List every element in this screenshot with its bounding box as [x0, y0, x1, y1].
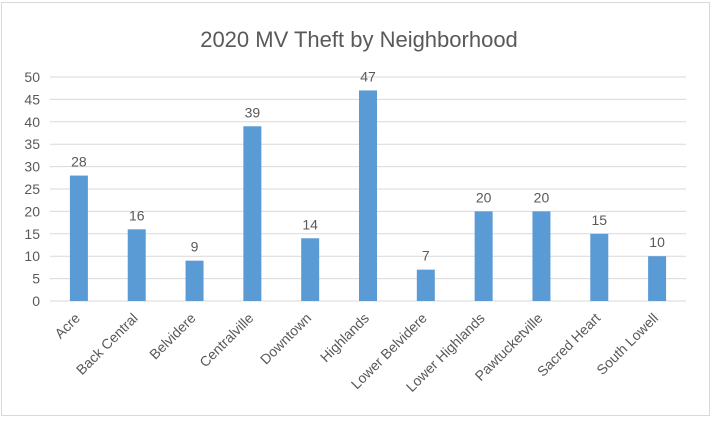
bar	[69, 175, 88, 301]
y-tick-label: 0	[32, 293, 40, 309]
x-tick-label: South Lowell	[593, 310, 661, 378]
data-label: 9	[191, 239, 199, 255]
bar	[301, 238, 320, 301]
y-tick-label: 30	[24, 159, 40, 175]
y-tick-label: 10	[24, 248, 40, 264]
y-tick-label: 45	[24, 91, 40, 107]
chart-title: 2020 MV Theft by Neighborhood	[200, 27, 518, 52]
y-axis: 0 5 10 15 20 25 30 35 40 45 50	[24, 69, 40, 309]
y-tick-label: 35	[24, 136, 40, 152]
x-tick-label: Acre	[51, 310, 83, 342]
data-labels: 28 16 9 39 14 47 7 20 20 15 10	[71, 68, 665, 263]
y-tick-label: 5	[32, 271, 40, 287]
data-label: 14	[302, 216, 318, 232]
x-tick-label: Belvidere	[146, 310, 199, 363]
bar	[532, 211, 551, 301]
y-tick-label: 50	[24, 69, 40, 85]
data-label: 20	[534, 189, 550, 205]
x-tick-label: Centralville	[196, 310, 256, 370]
data-label: 20	[476, 189, 492, 205]
data-label: 47	[360, 68, 376, 84]
data-label: 16	[129, 207, 145, 223]
bar	[590, 233, 609, 301]
bar	[185, 260, 204, 301]
x-tick-label: Downtown	[257, 310, 315, 368]
bar	[127, 229, 146, 301]
y-tick-label: 25	[24, 181, 40, 197]
bar	[416, 269, 435, 301]
data-label: 7	[422, 248, 430, 264]
bar	[359, 90, 377, 301]
x-tick-label: Back Central	[73, 310, 141, 378]
chart-container: 2020 MV Theft by Neighborhood 0 5 10 15 20 25…	[1, 2, 710, 416]
bar	[474, 211, 493, 301]
x-tick-label: Highlands	[317, 310, 372, 365]
bar	[648, 256, 667, 301]
data-label: 10	[649, 234, 665, 250]
data-label: 28	[71, 154, 87, 170]
bar	[243, 126, 262, 301]
data-label: 15	[591, 212, 607, 228]
y-tick-label: 15	[24, 226, 40, 242]
y-tick-label: 40	[24, 114, 40, 130]
data-label: 39	[245, 104, 261, 120]
bar-chart: 2020 MV Theft by Neighborhood 0 5 10 15 20 25…	[24, 27, 686, 395]
y-tick-label: 20	[24, 203, 40, 219]
bars	[69, 90, 667, 301]
